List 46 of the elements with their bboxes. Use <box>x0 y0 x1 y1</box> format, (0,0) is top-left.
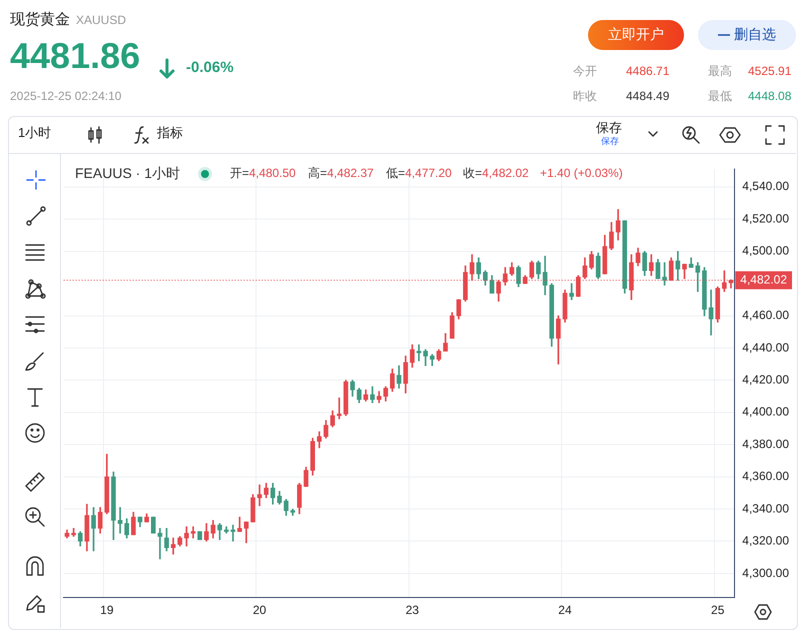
text: 4484.49 <box>626 89 670 104</box>
text: 立即开户 <box>588 20 684 50</box>
y-tick-label: 4,520.00 <box>742 211 790 226</box>
annotation: +1.40 (+0.03%) <box>540 166 623 180</box>
y-tick-label: 4,300.00 <box>742 566 790 580</box>
x-tick-label: 19 <box>100 603 114 618</box>
ref-line-label: 4,482.02 <box>740 272 788 287</box>
x-tick-label: 20 <box>252 603 267 618</box>
y-tick-label: 4,400.00 <box>742 404 790 419</box>
x-tick-label: 24 <box>558 603 572 618</box>
y-tick-label: 4,320.00 <box>742 534 790 548</box>
text: 今开 <box>573 64 597 78</box>
y-tick-label: 4,420.00 <box>742 372 790 386</box>
chart-title: 现货黄金 <box>10 10 70 29</box>
y-tick-label: 4,340.00 <box>742 501 790 516</box>
annotation: 开=4,480.50 <box>230 166 296 180</box>
text: 4481.86 <box>10 35 140 76</box>
text: 2025-12-25 02:24:10 <box>10 89 122 104</box>
y-tick-label: 4,500.00 <box>742 244 790 258</box>
text: 保存 <box>596 120 622 136</box>
candlestick <box>257 484 262 506</box>
text: 4486.71 <box>626 64 670 78</box>
annotation: FEAUUS · 1小时 <box>75 165 180 182</box>
text: 删自选 <box>734 26 776 44</box>
text: 最高 <box>708 64 732 78</box>
annotation: 低=4,477.20 <box>386 166 452 180</box>
text: 4448.08 <box>748 89 792 104</box>
x-tick-label: 23 <box>406 603 420 618</box>
x-tick-label: 25 <box>711 603 725 618</box>
text: 昨收 <box>573 89 597 104</box>
text: 1小时 <box>18 125 52 140</box>
candlestick <box>230 524 236 542</box>
y-tick-label: 4,540.00 <box>742 179 790 194</box>
y-tick-label: 4,460.00 <box>742 308 790 322</box>
text: 最低 <box>708 89 732 104</box>
annotation: 高=4,482.37 <box>308 166 374 180</box>
y-tick-label: 4,380.00 <box>742 436 790 451</box>
y-tick-label: 4,360.00 <box>742 469 790 484</box>
candlestick <box>158 528 162 560</box>
text: -0.06% <box>186 59 234 76</box>
text: 指标 <box>157 125 183 140</box>
y-tick-label: 4,440.00 <box>742 340 790 354</box>
text: 4525.91 <box>748 64 792 78</box>
chart-subtitle: XAUUSD <box>76 13 126 27</box>
text: 保存 <box>601 136 619 147</box>
annotation: 收=4,482.02 <box>463 166 529 180</box>
